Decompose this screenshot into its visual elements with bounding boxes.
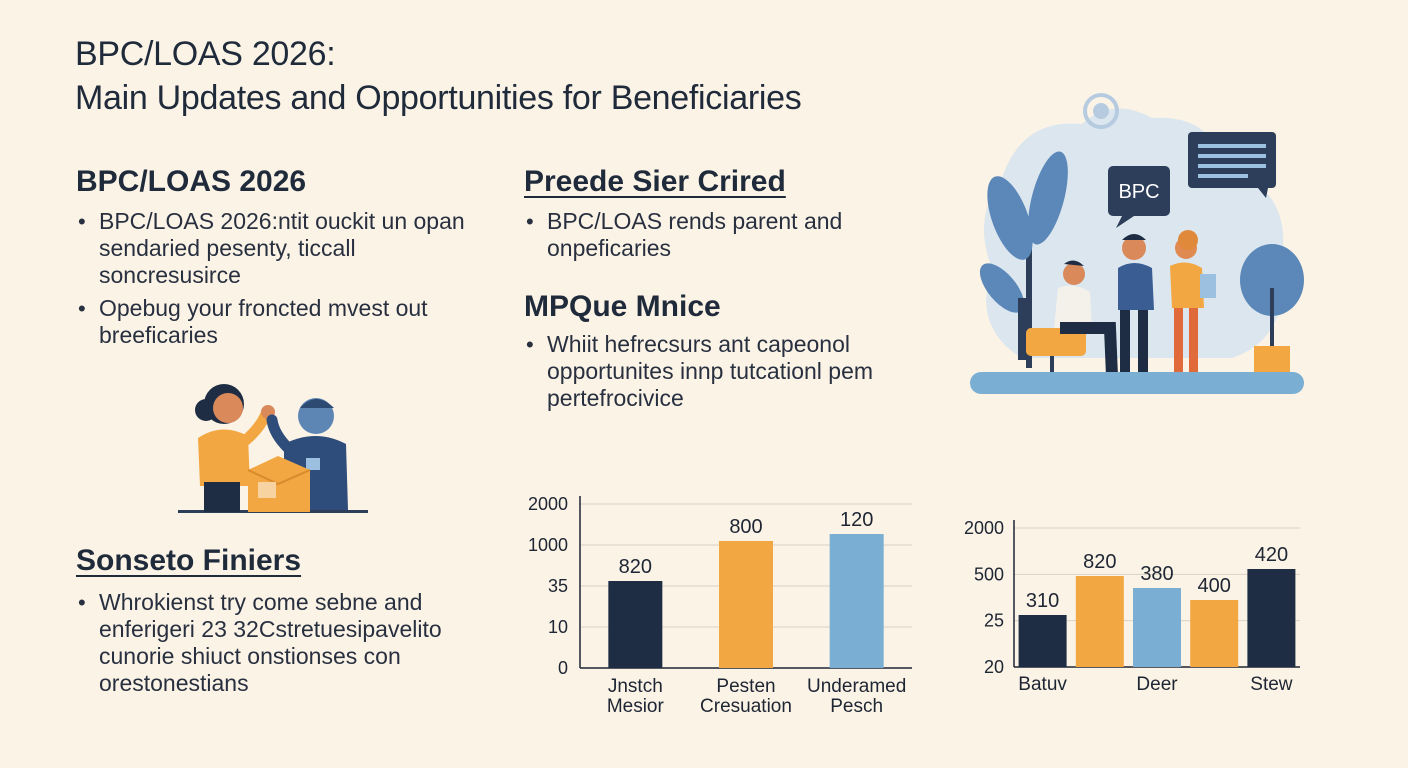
x-tick-label: Batuv (1018, 674, 1067, 695)
y-tick-label: 25 (984, 611, 1004, 631)
y-tick-label: 35 (548, 576, 568, 596)
bullet-item: Opebug your froncted mvest out breeficar… (76, 295, 459, 349)
seated-person-figure (1018, 260, 1118, 377)
y-tick-label: 10 (548, 617, 568, 637)
bar (1075, 576, 1124, 667)
box-icon (247, 456, 311, 512)
section-heading: BPC/LOAS 2026 (76, 165, 307, 198)
people-illustration (178, 384, 368, 513)
standing-man-figure (1118, 234, 1154, 376)
bar (1018, 615, 1067, 667)
data-label: 120 (840, 509, 873, 531)
y-tick-label: 20 (984, 657, 1004, 677)
x-tick-label: Pesch (830, 696, 883, 717)
section-heading: Preede Sier Crired (524, 165, 786, 198)
x-tick-label: Stew (1250, 674, 1293, 695)
data-label: 310 (1026, 590, 1059, 612)
woman-figure (195, 384, 275, 512)
bullet-item: Whiit hefrecsurs ant capeonol opportunit… (524, 331, 892, 412)
y-tick-label: 1000 (528, 535, 568, 555)
x-tick-label: Mesior (607, 696, 665, 717)
x-tick-label: Deer (1136, 674, 1178, 695)
bar (719, 541, 773, 668)
bullet-item: BPC/LOAS 2026:ntit ouckit un opan sendar… (76, 208, 466, 289)
section-bpc-loas: BPC/LOAS 2026 BPC/LOAS 2026:ntit ouckit … (76, 164, 466, 349)
document-bubble-icon (1188, 132, 1276, 198)
bullet-list: Whrokienst try come sebne and enferigeri… (76, 589, 486, 697)
standing-woman-figure (1170, 230, 1216, 376)
x-tick-label: Cresuation (700, 696, 792, 717)
data-label: 800 (729, 516, 762, 538)
speech-bubble: BPC (1108, 166, 1170, 228)
data-label: 420 (1255, 544, 1288, 566)
bar (1190, 600, 1239, 667)
page-title-line-2: Main Updates and Opportunities for Benef… (75, 79, 802, 117)
y-tick-label: 2000 (528, 494, 568, 514)
circle-icon (1093, 103, 1109, 119)
y-tick-label: 0 (558, 658, 568, 678)
team-illustration: BPC (970, 93, 1304, 394)
page-title: BPC/LOAS 2026: Main Updates and Opportun… (75, 32, 802, 120)
bar (1133, 588, 1181, 667)
x-tick-label: Jnstch (608, 676, 663, 697)
section-heading: MPQue Mnice (524, 290, 721, 323)
data-label: 400 (1198, 575, 1231, 597)
bullet-list: BPC/LOAS 2026:ntit ouckit un opan sendar… (76, 208, 466, 349)
bar-chart-2: 2000 500 25 20 310 Batuv 820 380 Deer 400 420 Stew (964, 518, 1300, 695)
data-label: 380 (1140, 563, 1173, 585)
speech-bubble-text: BPC (1118, 181, 1159, 203)
bullet-item: BPC/LOAS rends parent and onpeficaries (524, 208, 867, 262)
floor-base (970, 372, 1304, 394)
section-heading: Sonseto Finiers (76, 544, 302, 577)
section-sonseto-finiers: Sonseto Finiers Whrokienst try come sebn… (76, 543, 486, 697)
bullet-list: Whiit hefrecsurs ant capeonol opportunit… (524, 331, 904, 412)
bullet-item: Whrokienst try come sebne and enferigeri… (76, 589, 469, 697)
page-title-line-1: BPC/LOAS 2026: (75, 35, 336, 73)
bar (608, 581, 663, 668)
section-mpque-mnice: MPQue Mnice Whiit hefrecsurs ant capeono… (524, 289, 904, 412)
x-tick-label: Pesten (716, 676, 775, 697)
y-tick-label: 500 (974, 564, 1004, 584)
y-tick-label: 2000 (964, 518, 1004, 538)
circle-icon (1083, 93, 1119, 129)
x-tick-label: Underamed (807, 676, 906, 697)
bullet-list: BPC/LOAS rends parent and onpeficaries (524, 208, 884, 262)
bar (829, 534, 884, 668)
bar (1247, 569, 1296, 667)
data-label: 820 (1083, 551, 1116, 573)
plant-right-icon (1240, 244, 1304, 372)
data-label: 820 (619, 556, 652, 578)
section-preede-sier-crired: Preede Sier Crired BPC/LOAS rends parent… (524, 164, 884, 262)
